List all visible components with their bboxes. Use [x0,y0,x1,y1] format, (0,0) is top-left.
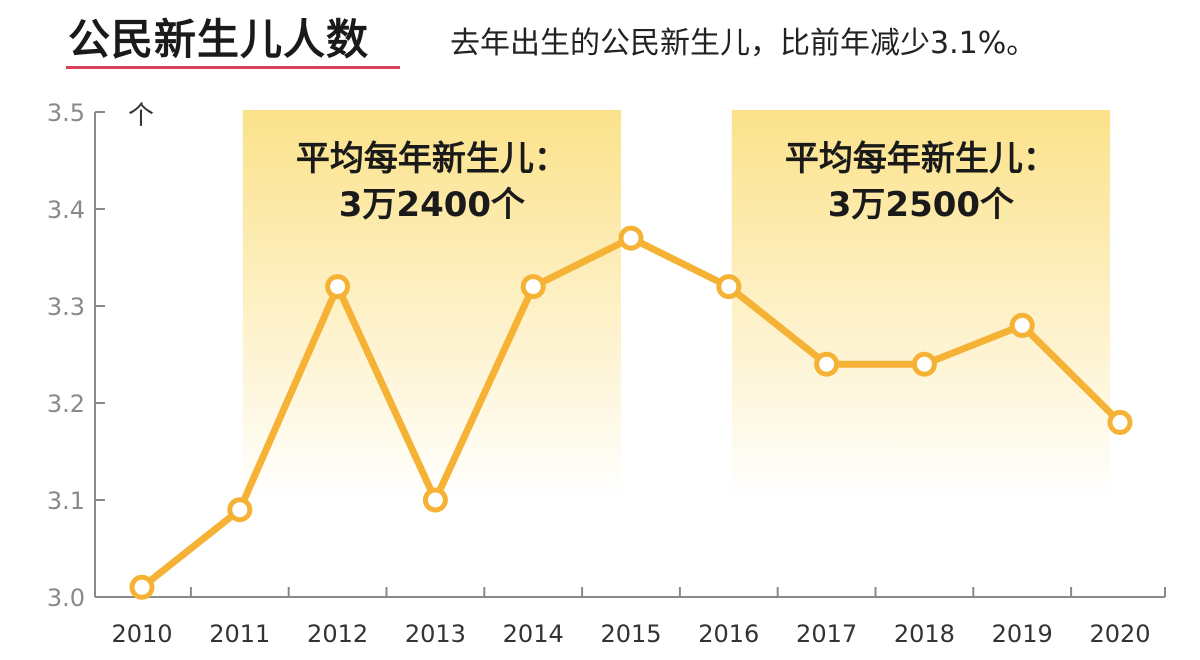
data-point-2011 [227,497,253,523]
data-point-2012 [325,274,351,300]
x-tick-label: 2016 [698,620,759,648]
x-tick-label: 2017 [796,620,857,648]
data-point-2013 [422,487,448,513]
data-point-2019 [1009,312,1035,338]
x-tick-label: 2013 [405,620,466,648]
data-point-2020 [1107,409,1133,435]
title-underline [66,66,400,69]
x-tick-label: 2014 [503,620,564,648]
data-point-2010 [129,574,155,600]
band-label-2-line1: 平均每年新生儿： [785,139,1057,179]
chart-subtitle: 去年出生的公民新生儿，比前年减少3.1%。 [450,26,1037,61]
x-tick-label: 2010 [111,620,172,648]
x-tick-label: 2019 [992,620,1053,648]
data-point-2016 [716,274,742,300]
x-tick-label: 2011 [209,620,270,648]
data-point-2015 [618,225,644,251]
x-tick-label: 2012 [307,620,368,648]
highlight-band-2 [731,110,1110,500]
y-tick-label: 3.1 [47,487,85,515]
y-tick-label: 3.2 [47,390,85,418]
y-tick-label: 3.3 [47,293,85,321]
y-tick-label: 3.4 [47,196,85,224]
data-point-2014 [520,274,546,300]
band-label-1-line1: 平均每年新生儿： [296,139,568,179]
x-tick-label: 2020 [1089,620,1150,648]
y-axis-unit: 个 [128,101,154,131]
highlight-band-1 [242,110,622,500]
y-tick-label: 3.0 [47,584,85,612]
data-point-2018 [911,351,937,377]
band-label-1-line2: 3万2400个 [339,185,525,225]
data-point-2017 [814,351,840,377]
y-tick-label: 3.5 [47,99,85,127]
band-label-2-line2: 3万2500个 [828,185,1014,225]
x-tick-label: 2015 [600,620,661,648]
x-tick-label: 2018 [894,620,955,648]
chart-title: 公民新生儿人数 [68,15,370,64]
